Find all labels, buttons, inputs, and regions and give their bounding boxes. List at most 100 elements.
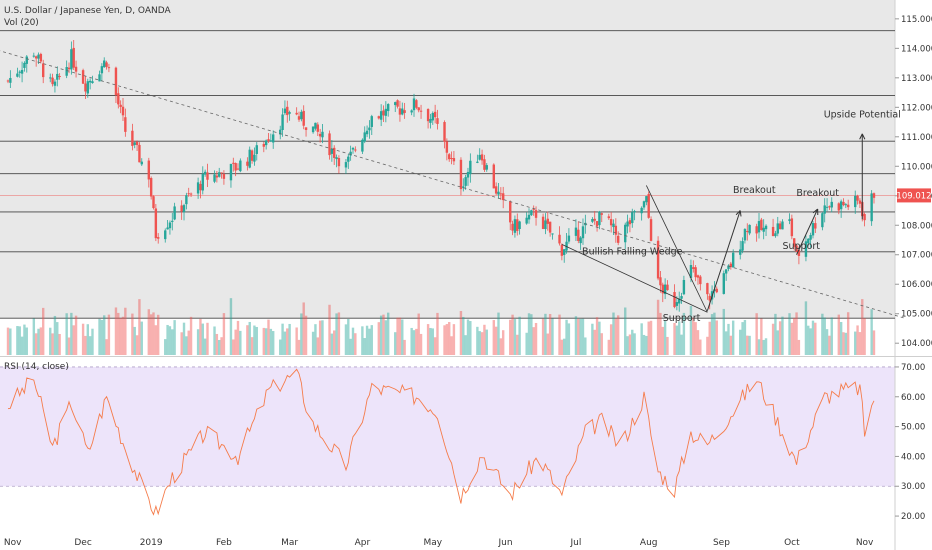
- volume-bar: [480, 332, 484, 355]
- candle-body: [333, 147, 336, 158]
- volume-bar: [255, 326, 258, 355]
- volume-bar: [65, 313, 68, 355]
- candle-body: [311, 126, 315, 133]
- volume-bar: [846, 312, 850, 355]
- volume-bar: [32, 318, 36, 355]
- volume-bar: [598, 321, 601, 355]
- volume-bar: [856, 325, 859, 355]
- volume-bar: [485, 329, 488, 355]
- candle-body: [330, 148, 334, 154]
- volume-bar: [724, 331, 728, 355]
- volume-bar: [49, 327, 52, 355]
- candle-body: [797, 249, 801, 256]
- volume-bar: [234, 329, 237, 355]
- candle-body: [445, 141, 449, 153]
- volume-bar: [483, 324, 486, 355]
- volume-bar: [741, 322, 744, 355]
- volume-bar: [88, 336, 92, 355]
- candle-body: [51, 77, 54, 85]
- breakout-arrow-1-head: [735, 210, 742, 217]
- candle-body: [431, 113, 434, 121]
- candle-body: [591, 219, 594, 222]
- candle-body: [147, 160, 151, 180]
- candle-body: [39, 53, 43, 62]
- candle-body: [267, 139, 270, 142]
- candle-body: [577, 229, 580, 241]
- candle-body: [483, 159, 486, 170]
- volume-bar: [398, 317, 402, 355]
- volume-bar: [459, 310, 463, 355]
- volume-bar: [708, 321, 711, 355]
- volume-bar: [131, 313, 134, 355]
- candle-body: [579, 237, 582, 244]
- candle-body: [386, 104, 390, 112]
- volume-bar: [861, 299, 864, 355]
- time-tick-label: Apr: [355, 538, 371, 548]
- candle-body: [778, 223, 782, 230]
- candle-body: [222, 173, 226, 179]
- volume-bar: [673, 322, 676, 355]
- volume-bar: [279, 339, 282, 355]
- volume-bar: [757, 339, 761, 355]
- candle-body: [731, 252, 735, 268]
- candle-body: [429, 118, 432, 123]
- volume-bar: [70, 312, 73, 355]
- candle-body: [755, 226, 758, 234]
- candle-body: [600, 213, 603, 215]
- candle-body: [565, 241, 568, 251]
- volume-bar: [51, 333, 54, 355]
- volume-bar: [682, 312, 686, 355]
- candle-body: [370, 116, 373, 127]
- volume-bar: [333, 330, 336, 355]
- volume-bar: [626, 336, 629, 355]
- volume-bar: [121, 316, 125, 355]
- rsi-tick-label: 70.00: [901, 363, 925, 373]
- candle-body: [403, 110, 406, 113]
- candle-body: [696, 275, 700, 278]
- time-tick-label: Oct: [784, 538, 800, 548]
- volume-bar: [781, 316, 784, 355]
- volume-bar: [776, 330, 779, 355]
- volume-bar: [821, 313, 824, 355]
- annotation-label: Breakout: [733, 185, 776, 196]
- volume-bar: [419, 333, 423, 355]
- rsi-tick-label: 30.00: [901, 482, 925, 492]
- candle-body: [154, 208, 158, 239]
- volume-bar: [527, 313, 531, 355]
- candle-body: [722, 273, 725, 294]
- volume-bar: [645, 335, 648, 355]
- candle-body: [368, 127, 371, 131]
- upside-arrow-head: [859, 133, 866, 140]
- candle-body: [628, 220, 632, 225]
- volume-bar: [551, 318, 554, 355]
- volume-bar: [558, 314, 561, 355]
- volume-bar: [164, 339, 167, 355]
- candle-body: [746, 231, 749, 233]
- volume-bar: [410, 327, 413, 355]
- volume-bar: [180, 332, 183, 355]
- volume-bar: [103, 315, 106, 355]
- volume-bar: [58, 333, 61, 355]
- volume-bar: [541, 318, 545, 355]
- volume-bar: [642, 334, 646, 355]
- volume-bar: [185, 336, 188, 355]
- volume-bar: [37, 328, 40, 355]
- candle-body: [189, 193, 193, 195]
- volume-bar: [351, 327, 355, 355]
- candle-body: [131, 130, 134, 146]
- candle-body: [645, 196, 648, 203]
- volume-bar: [384, 320, 388, 355]
- volume-bar: [825, 329, 829, 355]
- candle-body: [616, 235, 620, 243]
- candle-body: [133, 142, 136, 145]
- volume-bar: [844, 332, 848, 355]
- candle-body: [872, 193, 876, 198]
- volume-bar: [53, 315, 57, 355]
- candle-body: [114, 67, 118, 96]
- candle-body: [663, 284, 667, 295]
- candle-body: [595, 221, 599, 227]
- volume-bar: [591, 323, 594, 355]
- volume-bar: [448, 322, 451, 355]
- candle-body: [234, 163, 237, 171]
